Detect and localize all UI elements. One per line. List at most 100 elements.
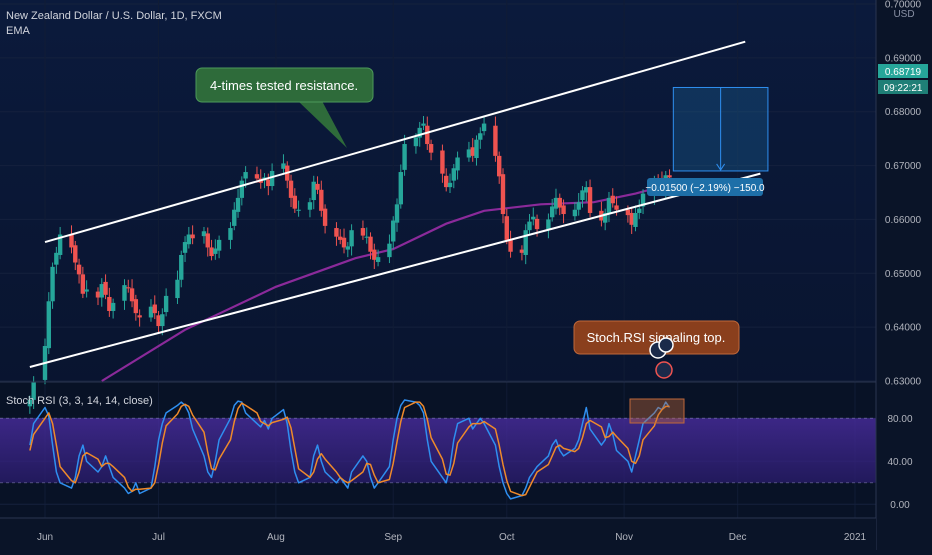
candle[interactable] <box>160 308 165 336</box>
candle[interactable] <box>334 222 339 246</box>
candle[interactable] <box>201 226 207 244</box>
candle[interactable] <box>213 239 218 260</box>
candle[interactable] <box>137 309 142 327</box>
candle[interactable] <box>209 239 214 261</box>
candle[interactable] <box>398 164 403 209</box>
candle[interactable] <box>50 262 55 309</box>
candle[interactable] <box>428 139 434 161</box>
candle[interactable] <box>239 176 245 206</box>
candle[interactable] <box>572 202 578 221</box>
candle[interactable] <box>587 179 593 218</box>
candle[interactable] <box>557 193 562 216</box>
candle[interactable] <box>421 116 426 131</box>
candle[interactable] <box>364 227 369 244</box>
candle[interactable] <box>633 205 638 232</box>
candle[interactable] <box>73 240 78 271</box>
candle[interactable] <box>254 166 260 183</box>
candle[interactable] <box>345 242 351 258</box>
candle[interactable] <box>470 138 475 162</box>
candle[interactable] <box>76 258 82 284</box>
resistance-trendline[interactable] <box>44 40 746 244</box>
candle[interactable] <box>338 229 343 245</box>
indicator-label[interactable]: EMA <box>6 25 31 37</box>
candle[interactable] <box>182 236 188 262</box>
support-trendline[interactable] <box>29 172 761 368</box>
candle[interactable] <box>372 243 377 269</box>
candle[interactable] <box>523 224 528 265</box>
candle[interactable] <box>497 151 502 184</box>
measure-tool[interactable]: −0.01500 (−2.19%) −150.0 <box>645 86 769 196</box>
time-axis[interactable] <box>0 518 876 550</box>
candle[interactable] <box>292 188 298 213</box>
candle[interactable] <box>546 213 551 239</box>
candle[interactable] <box>629 207 634 234</box>
candle[interactable] <box>375 249 381 267</box>
candle[interactable] <box>46 292 51 355</box>
candle[interactable] <box>156 310 161 334</box>
candle[interactable] <box>235 188 241 218</box>
candle[interactable] <box>205 227 210 257</box>
candle[interactable] <box>103 274 108 300</box>
candle[interactable] <box>232 202 237 231</box>
candle[interactable] <box>190 225 195 245</box>
candle[interactable] <box>455 151 460 180</box>
candle[interactable] <box>186 226 192 249</box>
candle[interactable] <box>341 228 347 254</box>
candle[interactable] <box>610 188 615 208</box>
candle[interactable] <box>391 216 396 250</box>
candle[interactable] <box>440 144 445 183</box>
candle[interactable] <box>387 234 392 264</box>
candle[interactable] <box>216 235 222 259</box>
candle[interactable] <box>175 270 180 304</box>
candle[interactable] <box>84 280 89 298</box>
candle[interactable] <box>478 127 483 149</box>
candle[interactable] <box>576 193 581 216</box>
candle[interactable] <box>179 250 184 288</box>
candle[interactable] <box>527 214 532 235</box>
last-price-label[interactable]: 0.68719 09:22:21 <box>878 64 928 94</box>
candle[interactable] <box>561 199 566 224</box>
candle[interactable] <box>447 173 453 194</box>
candle[interactable] <box>152 295 157 320</box>
candle[interactable] <box>288 174 294 208</box>
candle[interactable] <box>493 116 498 162</box>
candle[interactable] <box>580 186 585 208</box>
candle[interactable] <box>584 181 589 202</box>
candle[interactable] <box>444 168 449 192</box>
candle[interactable] <box>481 116 487 136</box>
candle[interactable] <box>126 279 131 293</box>
candle[interactable] <box>281 154 286 175</box>
candle[interactable] <box>107 287 112 317</box>
candle[interactable] <box>122 279 127 310</box>
candle[interactable] <box>307 197 313 218</box>
candle[interactable] <box>531 207 536 226</box>
event-flag-icon[interactable] <box>655 361 673 379</box>
candle[interactable] <box>466 141 472 162</box>
candle[interactable] <box>549 198 555 222</box>
candle[interactable] <box>394 198 400 232</box>
candle[interactable] <box>474 135 479 166</box>
candle[interactable] <box>99 278 104 307</box>
candle[interactable] <box>402 134 407 176</box>
candle[interactable] <box>553 188 559 215</box>
candle[interactable] <box>504 208 509 245</box>
candle[interactable] <box>80 266 86 299</box>
stoch-highlight-box[interactable] <box>629 398 685 424</box>
stoch-title[interactable]: Stoch RSI (3, 3, 14, 14, close) <box>6 395 153 407</box>
candle[interactable] <box>311 175 316 210</box>
stoch-callout[interactable]: Stoch.RSI signaling top. <box>573 320 740 355</box>
candle[interactable] <box>148 299 154 322</box>
event-markers[interactable] <box>649 337 674 379</box>
candle[interactable] <box>519 245 525 261</box>
candle[interactable] <box>133 294 139 321</box>
candle[interactable] <box>163 288 169 317</box>
candle[interactable] <box>95 287 101 306</box>
candle[interactable] <box>57 226 63 260</box>
candle[interactable] <box>500 168 506 224</box>
candle-series[interactable] <box>27 116 672 414</box>
candle[interactable] <box>368 232 373 260</box>
candle[interactable] <box>54 246 59 274</box>
candle[interactable] <box>451 163 456 189</box>
candle[interactable] <box>360 220 366 240</box>
